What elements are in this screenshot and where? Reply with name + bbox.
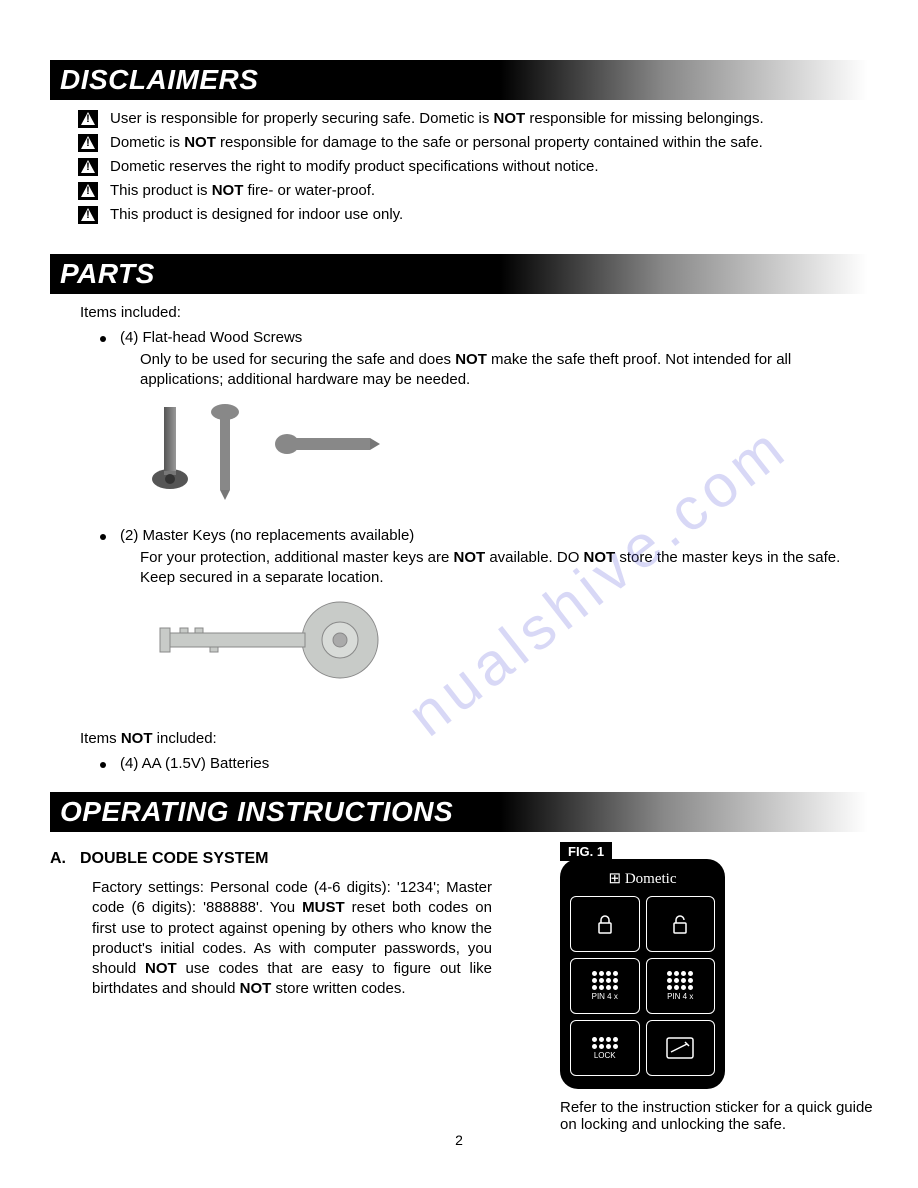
lock-closed-icon (595, 913, 615, 935)
text: included: (153, 730, 217, 747)
lock-cell: LOCK (570, 1020, 640, 1076)
text: responsible for damage to the safe or pe… (216, 134, 763, 151)
bold-text: NOT (493, 110, 525, 127)
keypad-dots-icon (667, 971, 693, 990)
text: This product is designed for indoor use … (110, 206, 403, 223)
disclaimer-item: Dometic reserves the right to modify pro… (78, 158, 868, 176)
keys-note: For your protection, additional master k… (140, 548, 860, 587)
figure-note: Refer to the instruction sticker for a q… (560, 1099, 890, 1133)
keypad-dots-icon (592, 1037, 618, 1049)
screws-label: (4) Flat-head Wood Screws (120, 329, 302, 346)
lock-label: LOCK (594, 1051, 616, 1060)
text: Items (80, 730, 121, 747)
disclaimer-list: User is responsible for properly securin… (78, 110, 868, 224)
lock-open-cell (646, 896, 716, 952)
text: fire- or water-proof. (243, 182, 375, 199)
screws-image (140, 397, 868, 507)
handle-cell (646, 1020, 716, 1076)
warning-icon (78, 182, 98, 200)
pin-label: PIN 4 x (667, 992, 693, 1001)
warning-icon (78, 110, 98, 128)
warning-icon (78, 206, 98, 224)
disclaimers-header: DISCLAIMERS (50, 60, 868, 100)
screws-note: Only to be used for securing the safe an… (140, 350, 860, 389)
operating-header: OPERATING INSTRUCTIONS (50, 792, 868, 832)
bullet-icon (100, 762, 106, 768)
operating-body: Factory settings: Personal code (4-6 dig… (92, 878, 492, 1000)
disclaimer-item: This product is NOT fire- or water-proof… (78, 182, 868, 200)
text: User is responsible for properly securin… (110, 110, 493, 127)
warning-icon (78, 158, 98, 176)
bold-text: MUST (302, 899, 345, 916)
pin-label: PIN 4 x (592, 992, 618, 1001)
warning-icon (78, 134, 98, 152)
keypad-dots-icon (592, 971, 618, 990)
text: Dometic reserves the right to modify pro… (110, 158, 599, 175)
disclaimer-item: This product is designed for indoor use … (78, 206, 868, 224)
bold-text: NOT (455, 351, 487, 368)
figure-label: FIG. 1 (560, 842, 612, 861)
text: For your protection, additional master k… (140, 549, 453, 566)
section-letter: A. (50, 850, 80, 868)
handle-icon (665, 1036, 695, 1060)
text: responsible for missing belongings. (525, 110, 763, 127)
disclaimer-item: Dometic is NOT responsible for damage to… (78, 134, 868, 152)
bold-text: NOT (212, 182, 244, 199)
items-not-included-label: Items NOT included: (80, 730, 868, 747)
parts-header: PARTS (50, 254, 868, 294)
lock-closed-cell (570, 896, 640, 952)
text: Only to be used for securing the safe an… (140, 351, 455, 368)
safe-sticker-figure: ⊞ Dometic PIN 4 x PIN 4 x L (560, 859, 725, 1089)
parts-screws-row: (4) Flat-head Wood Screws (100, 329, 868, 346)
bullet-icon (100, 534, 106, 540)
lock-open-icon (670, 913, 690, 935)
bold-text: NOT (145, 960, 177, 977)
batteries-label: (4) AA (1.5V) Batteries (120, 755, 269, 772)
page-number: 2 (0, 1132, 918, 1148)
key-image (140, 595, 868, 700)
double-code-title: DOUBLE CODE SYSTEM (80, 850, 268, 868)
bold-text: NOT (584, 549, 616, 566)
bold-text: NOT (240, 980, 272, 997)
text: available. DO (485, 549, 583, 566)
bullet-icon (100, 336, 106, 342)
parts-keys-row: (2) Master Keys (no replacements availab… (100, 527, 868, 544)
text: This product is (110, 182, 212, 199)
brand-label: ⊞ Dometic (570, 869, 715, 888)
disclaimer-item: User is responsible for properly securin… (78, 110, 868, 128)
bold-text: NOT (184, 134, 216, 151)
text: store written codes. (271, 980, 405, 997)
pin-cell: PIN 4 x (646, 958, 716, 1014)
text: Dometic is (110, 134, 184, 151)
bold-text: NOT (453, 549, 485, 566)
parts-batteries-row: (4) AA (1.5V) Batteries (100, 755, 868, 772)
bold-text: NOT (121, 730, 153, 747)
items-included-label: Items included: (80, 304, 868, 321)
keys-label: (2) Master Keys (no replacements availab… (120, 527, 414, 544)
pin-cell: PIN 4 x (570, 958, 640, 1014)
